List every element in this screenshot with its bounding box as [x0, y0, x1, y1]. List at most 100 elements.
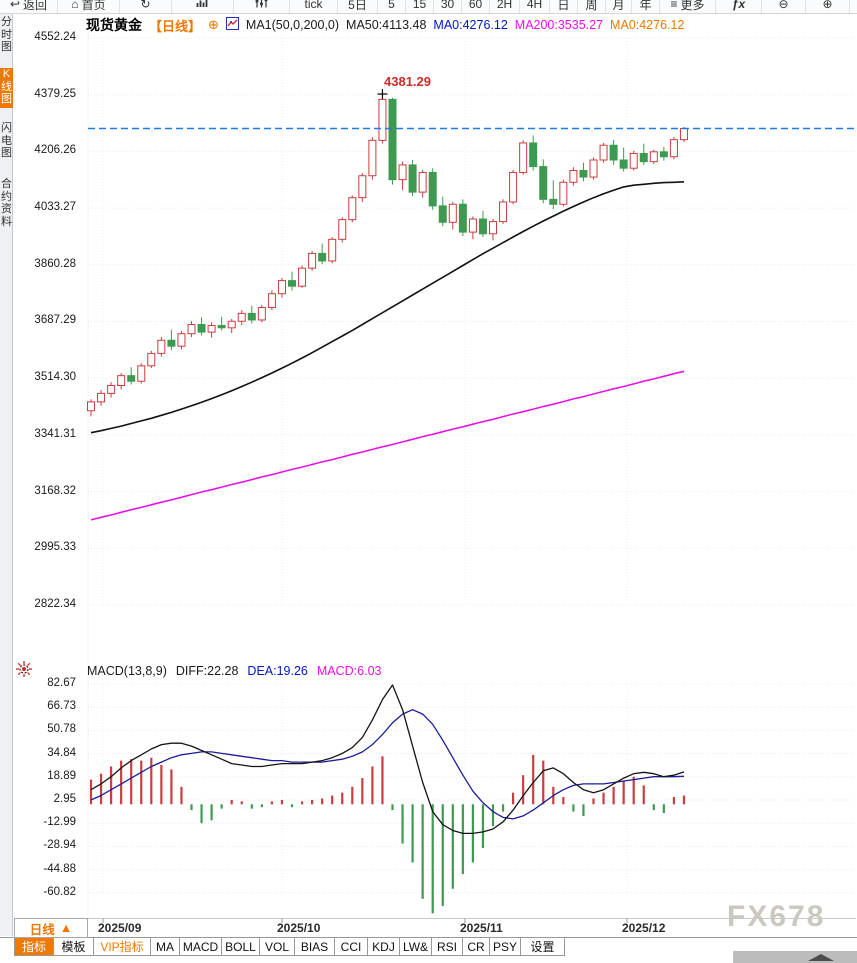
gridlines [14, 14, 856, 923]
more-button[interactable]: ≡ 更多 [660, 0, 716, 13]
peak-marker [377, 89, 388, 100]
toolbar-item-label: 30 [440, 0, 455, 11]
macd-dea-value: DEA:19.26 [247, 664, 308, 678]
tab-VIP指标[interactable]: VIP指标 [94, 938, 151, 956]
macd-header: MACD(13,8,9) DIFF:22.28 DEA:19.26 MACD:6… [87, 664, 382, 678]
period-month-button[interactable]: 月 [606, 0, 632, 13]
toolbar-item-label: 周 [585, 0, 598, 12]
toolbar-item-label: 日 [557, 0, 570, 12]
tab-指标[interactable]: 指标 [14, 938, 54, 956]
left-sidebar: 分时图 K线图闪电图合约资料 [0, 14, 13, 936]
tab-MA[interactable]: MA [151, 938, 180, 956]
bottom-scrollbar[interactable] [733, 951, 857, 963]
tab-KDJ[interactable]: KDJ [368, 938, 400, 956]
fx678-watermark: FX678 [727, 900, 826, 933]
tab-CCI[interactable]: CCI [335, 938, 368, 956]
zoom-out-button[interactable]: ⊖ [762, 0, 806, 13]
mini-chart-icon[interactable] [225, 17, 239, 33]
top-toolbar: ↩ 返回 ⌂ 首页 ↻ tick 5日 5 15 30 60 2H 4H 日周月年 ≡ 更多 ƒx ⊖ ⊕ [0, 0, 857, 14]
ma0-orange-value: MA0:4276.12 [610, 18, 685, 32]
toolbar-item-label: 5 [388, 0, 395, 11]
fx-button[interactable]: ƒx [716, 0, 762, 13]
toolbar-item-label: 2H [496, 0, 513, 11]
peak-price-annotation: 4381.29 [384, 74, 431, 89]
toolbar-item-label: 返回 [23, 0, 48, 12]
toolbar-item-label: 首页 [81, 0, 106, 12]
toolbar-item-label: 60 [468, 0, 483, 11]
tab-PSY[interactable]: PSY [490, 938, 521, 956]
macd-params-label: MACD(13,8,9) [87, 664, 167, 678]
period-5m-button[interactable]: 5 [378, 0, 406, 13]
period-year-button[interactable]: 年 [632, 0, 660, 13]
live-dot-icon[interactable] [15, 660, 33, 683]
refresh-icon: ↻ [140, 0, 151, 11]
chart-header: 现货黄金 【日线】 ⊕ MA1(50,0,200,0) MA50:4113.48… [86, 15, 684, 35]
tab-VOL[interactable]: VOL [260, 938, 295, 956]
tab-BIAS[interactable]: BIAS [295, 938, 335, 956]
period-60m-button[interactable]: 60 [462, 0, 490, 13]
macd-diff-value: DIFF:22.28 [175, 664, 239, 678]
moving-averages [90, 181, 685, 521]
diff-line [90, 684, 685, 835]
ma50-line [90, 181, 685, 434]
zoom-in-button[interactable]: ⊕ [806, 0, 850, 13]
ma0-blue-value: MA0:4276.12 [433, 18, 508, 32]
period-4h-button[interactable]: 4H [520, 0, 550, 13]
period-week-button[interactable]: 周 [578, 0, 606, 13]
tab-CR[interactable]: CR [463, 938, 490, 956]
macd-value: MACD:6.03 [316, 664, 382, 678]
indicator-settings-button[interactable] [234, 0, 290, 13]
toolbar-item-label: 5日 [348, 0, 367, 12]
sidebar-item-1[interactable]: K线图 [0, 68, 13, 108]
ma200-value: MA200:3535.27 [514, 18, 604, 32]
chart-type-button[interactable] [172, 0, 234, 13]
period-label: 【日线】 [149, 18, 202, 34]
back-icon: ↩ [9, 0, 21, 11]
period-2h-button[interactable]: 2H [490, 0, 520, 13]
toolbar-item-label: 更多 [680, 0, 705, 12]
toolbar-item-label: tick [304, 0, 323, 11]
tab-LW&[interactable]: LW& [400, 938, 432, 956]
tab-MACD[interactable]: MACD [180, 938, 222, 956]
home-icon: ⌂ [71, 0, 79, 11]
menu-icon: ≡ [670, 0, 678, 11]
toolbar-item-label: 4H [526, 0, 543, 11]
toolbar-item-label: 15 [412, 0, 427, 11]
back-button[interactable]: ↩ 返回 [0, 0, 58, 13]
ma50-value: MA50:4113.48 [346, 18, 427, 32]
zoom-in-icon: ⊕ [822, 0, 833, 11]
chevron-up-icon: ▲ [59, 921, 73, 935]
sliders-icon [255, 0, 268, 11]
macd-histogram-group [89, 754, 686, 914]
tab-模板[interactable]: 模板 [54, 938, 94, 956]
period-15m-button[interactable]: 15 [406, 0, 434, 13]
refresh-button[interactable]: ↻ [120, 0, 172, 13]
toolbar-item-label: 月 [612, 0, 625, 12]
candles-group [87, 94, 688, 417]
sidebar-item-0[interactable]: 分时图 [1, 16, 12, 53]
ma200-line [90, 370, 685, 521]
indicator-tabbar: 指标 模板 VIP指标 MA MACD BOLL VOL BIAS CCI KDJ LW& RSI CR… [0, 937, 857, 956]
period-day-button[interactable]: 日 [550, 0, 578, 13]
toolbar-item-label: 年 [639, 0, 652, 12]
period-30m-button[interactable]: 30 [434, 0, 462, 13]
bar-chart-icon [196, 0, 209, 11]
period-tick-button[interactable]: tick [290, 0, 338, 13]
period-5d-button[interactable]: 5日 [338, 0, 378, 13]
tab-设置[interactable]: 设置 [521, 938, 565, 956]
add-indicator-icon[interactable]: ⊕ [208, 17, 219, 32]
home-button[interactable]: ⌂ 首页 [58, 0, 120, 13]
sidebar-item-3[interactable]: 合约资料 [1, 178, 12, 228]
tab-BOLL[interactable]: BOLL [222, 938, 260, 956]
scroll-up-icon[interactable] [808, 954, 834, 961]
period-selector-label: 日线 [29, 922, 55, 937]
zoom-out-icon: ⊖ [778, 0, 789, 11]
period-selector[interactable]: 日线 ▲ [14, 918, 88, 938]
dea-line [90, 709, 685, 820]
tab-RSI[interactable]: RSI [432, 938, 463, 956]
ma-settings-label: MA1(50,0,200,0) [245, 18, 340, 32]
tabbar-spacer [0, 938, 14, 956]
macd-lines-group [90, 684, 685, 835]
sidebar-item-2[interactable]: 闪电图 [1, 122, 12, 159]
